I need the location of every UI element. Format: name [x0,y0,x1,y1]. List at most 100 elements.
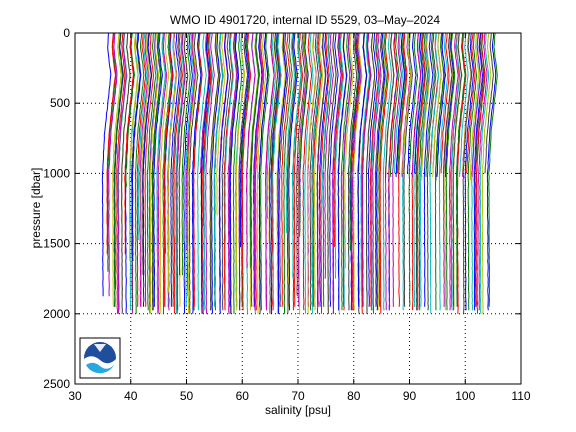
profile-line [401,32,412,177]
profile-line [395,32,405,177]
profile-line [313,32,324,311]
profile-line [241,32,252,311]
profile-line [121,32,131,314]
y-tick-label: 0 [63,26,70,40]
profile-line [178,32,189,276]
profile-line [475,32,486,307]
profile-line [281,32,291,307]
profile-line [350,32,361,311]
profile-line [467,32,478,311]
profile-line [139,32,149,307]
profile-line [327,32,337,314]
profile-line [398,33,408,307]
x-tick-label: 60 [236,389,250,403]
x-tick-label: 100 [455,389,475,403]
profile-line [349,32,359,251]
profile-line [258,33,269,307]
profile-line [344,32,355,269]
profile-line [333,32,344,248]
profile-line [209,32,220,311]
profile-line [382,32,393,311]
x-axis-label: salinity [psu] [265,403,331,417]
profile-line [351,32,362,311]
y-tick-label: 1500 [43,237,70,251]
profile-line [117,32,128,311]
profile-line [223,32,234,311]
profile-line [149,32,160,314]
profile-line [416,32,427,311]
profile-line [352,32,363,311]
profile-line [193,32,203,307]
profile-line [462,32,473,314]
profile-line [388,32,399,307]
profile-line [420,32,431,181]
profile-line [444,32,455,177]
profile-line [184,32,195,307]
profile-line [445,32,456,311]
profile-line [311,32,322,314]
profile-line [375,32,386,311]
profile-line [293,32,304,307]
profile-line [369,32,380,307]
profile-line [219,32,229,314]
profile-line [377,32,387,311]
profile-line [450,32,461,311]
profile-line [200,32,211,314]
profile-line [144,32,155,307]
profile-line [423,32,434,307]
profile-line [136,32,147,307]
profile-line [432,32,442,177]
profile-line [283,32,293,314]
profile-line [436,32,447,177]
profile-line [488,32,498,307]
profile-line [191,32,202,314]
profile-line [452,32,463,311]
profile-line [285,32,296,234]
profile-line [292,32,302,279]
profile-line [374,32,385,307]
profile-line [254,32,265,311]
profile-line [162,32,172,314]
profile-line [235,32,246,311]
profile-lines [101,32,498,314]
y-tick-label: 2500 [43,377,70,391]
profile-line [469,32,480,181]
profile-line [372,33,382,314]
profile-line [276,33,286,314]
profile-line [202,32,212,314]
profile-line [213,33,224,307]
profile-line [146,32,157,311]
profile-line [304,32,314,314]
profile-line [312,32,323,307]
profile-line [106,32,117,255]
profile-line [232,32,243,314]
profile-line [484,32,494,174]
profile-line [456,32,467,314]
profile-line [367,32,378,307]
x-tick-label: 110 [511,389,530,403]
profile-line [224,32,234,244]
profile-line [296,32,306,297]
profile-line [142,32,153,307]
profile-line [170,32,180,307]
profile-line [128,32,139,262]
profile-line [227,32,238,314]
profile-line [459,32,469,177]
profile-line [397,33,407,174]
profile-line [205,32,215,314]
profile-line [449,32,459,311]
profile-line [159,32,170,314]
noaa-logo [79,337,121,379]
profile-line [455,32,466,307]
profile-line [321,32,332,209]
y-tick-label: 500 [50,96,70,110]
profile-line [365,32,375,314]
profile-line [173,33,184,314]
profile-line [418,32,428,311]
profile-line [473,32,484,311]
profile-line [440,32,450,174]
profile-line [152,32,162,311]
profile-line [309,33,319,311]
x-axis-ticks: 30 40 50 60 70 80 90 100 110 [68,33,531,403]
